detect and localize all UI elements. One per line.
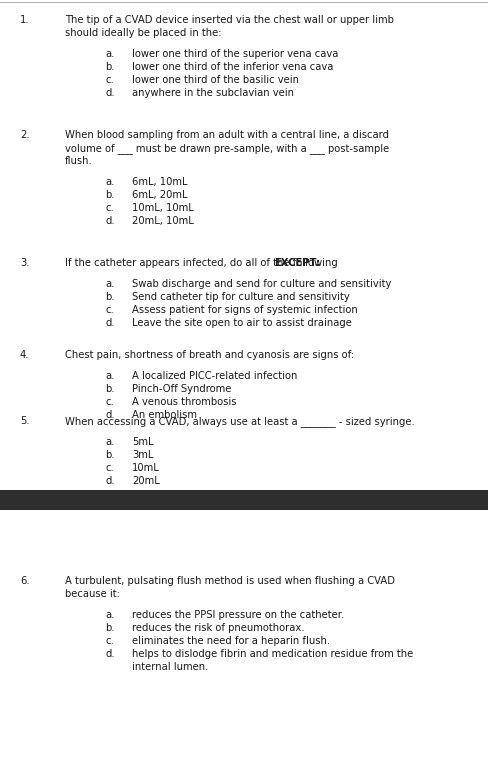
Text: a.: a. (105, 49, 114, 59)
Text: 20mL, 10mL: 20mL, 10mL (132, 216, 194, 226)
Text: flush.: flush. (65, 156, 93, 166)
Text: 5.: 5. (20, 416, 30, 426)
Text: should ideally be placed in the:: should ideally be placed in the: (65, 28, 222, 38)
Text: 2.: 2. (20, 130, 30, 140)
Text: internal lumen.: internal lumen. (132, 662, 208, 672)
Text: c.: c. (105, 463, 114, 473)
Text: An embolism: An embolism (132, 410, 197, 420)
Text: 20mL: 20mL (132, 476, 160, 486)
Bar (0, 490, 488, 510)
Text: lower one third of the basilic vein: lower one third of the basilic vein (132, 75, 299, 85)
Text: 10mL: 10mL (132, 463, 160, 473)
Text: d.: d. (105, 649, 115, 659)
Text: lower one third of the superior vena cava: lower one third of the superior vena cav… (132, 49, 338, 59)
Text: helps to dislodge fibrin and medication residue from the: helps to dislodge fibrin and medication … (132, 649, 413, 659)
Text: Pinch-Off Syndrome: Pinch-Off Syndrome (132, 384, 231, 394)
Text: lower one third of the inferior vena cava: lower one third of the inferior vena cav… (132, 62, 333, 72)
Text: When accessing a CVAD, always use at least a _______ - sized syringe.: When accessing a CVAD, always use at lea… (65, 416, 415, 427)
Text: c.: c. (105, 203, 114, 213)
Text: 6mL, 20mL: 6mL, 20mL (132, 190, 187, 200)
Text: eliminates the need for a heparin flush.: eliminates the need for a heparin flush. (132, 636, 330, 646)
Text: d.: d. (105, 410, 115, 420)
Text: Swab discharge and send for culture and sensitivity: Swab discharge and send for culture and … (132, 279, 391, 289)
Text: b.: b. (105, 384, 115, 394)
Text: d.: d. (105, 216, 115, 226)
Text: EXCEPT:: EXCEPT: (274, 258, 320, 268)
Text: If the catheter appears infected, do all of the following: If the catheter appears infected, do all… (65, 258, 341, 268)
Text: a.: a. (105, 177, 114, 187)
Text: b.: b. (105, 450, 115, 460)
Text: volume of ___ must be drawn pre-sample, with a ___ post-sample: volume of ___ must be drawn pre-sample, … (65, 143, 389, 154)
Text: 10mL, 10mL: 10mL, 10mL (132, 203, 194, 213)
Text: b.: b. (105, 292, 115, 302)
Text: c.: c. (105, 397, 114, 407)
Text: 1.: 1. (20, 15, 30, 25)
Text: Leave the site open to air to assist drainage: Leave the site open to air to assist dra… (132, 318, 352, 328)
Text: c.: c. (105, 636, 114, 646)
Text: Chest pain, shortness of breath and cyanosis are signs of:: Chest pain, shortness of breath and cyan… (65, 350, 354, 360)
Text: 6mL, 10mL: 6mL, 10mL (132, 177, 187, 187)
Text: reduces the risk of pneumothorax.: reduces the risk of pneumothorax. (132, 623, 305, 633)
Text: 3.: 3. (20, 258, 29, 268)
Text: 4.: 4. (20, 350, 29, 360)
Text: reduces the PPSI pressure on the catheter.: reduces the PPSI pressure on the cathete… (132, 610, 344, 620)
Text: c.: c. (105, 75, 114, 85)
Text: b.: b. (105, 62, 115, 72)
Text: b.: b. (105, 190, 115, 200)
Text: a.: a. (105, 610, 114, 620)
Text: b.: b. (105, 623, 115, 633)
Text: a.: a. (105, 279, 114, 289)
Text: anywhere in the subclavian vein: anywhere in the subclavian vein (132, 88, 294, 98)
Text: d.: d. (105, 318, 115, 328)
Text: A venous thrombosis: A venous thrombosis (132, 397, 237, 407)
Text: Assess patient for signs of systemic infection: Assess patient for signs of systemic inf… (132, 305, 358, 315)
Text: c.: c. (105, 305, 114, 315)
Text: 3mL: 3mL (132, 450, 153, 460)
Text: d.: d. (105, 88, 115, 98)
Text: A turbulent, pulsating flush method is used when flushing a CVAD: A turbulent, pulsating flush method is u… (65, 576, 395, 586)
Text: Send catheter tip for culture and sensitivity: Send catheter tip for culture and sensit… (132, 292, 350, 302)
Text: because it:: because it: (65, 589, 120, 599)
Text: A localized PICC-related infection: A localized PICC-related infection (132, 371, 297, 381)
Text: When blood sampling from an adult with a central line, a discard: When blood sampling from an adult with a… (65, 130, 389, 140)
Text: 6.: 6. (20, 576, 30, 586)
Text: d.: d. (105, 476, 115, 486)
Text: a.: a. (105, 371, 114, 381)
Text: a.: a. (105, 437, 114, 447)
Text: The tip of a CVAD device inserted via the chest wall or upper limb: The tip of a CVAD device inserted via th… (65, 15, 394, 25)
Text: 5mL: 5mL (132, 437, 154, 447)
